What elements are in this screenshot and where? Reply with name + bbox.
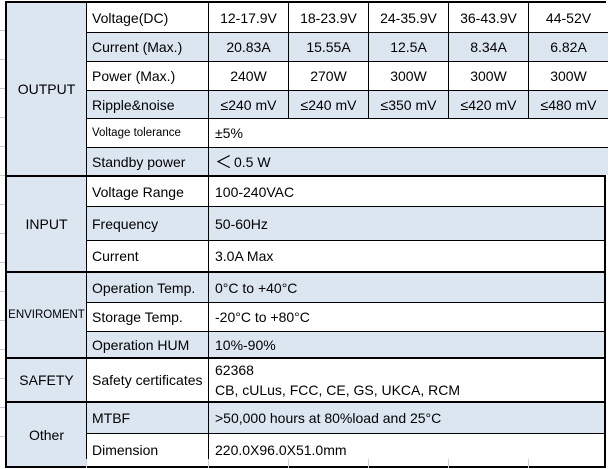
section-output-rows: Voltage(DC) 12-17.9V 18-23.9V 24-35.9V 3… (86, 3, 608, 175)
row-label: Safety certificates (86, 359, 208, 401)
row-label: Ripple&noise (86, 91, 208, 118)
section-header-input: INPUT (7, 177, 86, 271)
section-header-other: Other (7, 403, 86, 466)
value-cell: 240W (208, 62, 288, 90)
table-row-input-current: Current 3.0A Max (86, 240, 604, 271)
less-than-sign: ＜ (215, 153, 232, 172)
row-label: Current (Max.) (86, 33, 208, 61)
value-cell: 12-17.9V (208, 3, 288, 32)
value-cell: 12.5A (368, 33, 448, 61)
value-cell: ≤480 mV (528, 91, 608, 118)
row-label: Voltage(DC) (86, 3, 208, 32)
value-cell: 8.34A (448, 33, 528, 61)
value-cell: ≤240 mV (288, 91, 368, 118)
row-label: Voltage tolerance (86, 119, 208, 147)
table-row-frequency: Frequency 50-60Hz (86, 206, 604, 240)
value-cell: ≤420 mV (448, 91, 528, 118)
row-label: Operation Temp. (86, 273, 208, 302)
table-row-standby-power: Standby power ＜ 0.5 W (86, 147, 608, 175)
row-label: Power (Max.) (86, 62, 208, 90)
spec-table: OUTPUT Voltage(DC) 12-17.9V 18-23.9V 24-… (5, 1, 608, 468)
table-row-voltage-dc: Voltage(DC) 12-17.9V 18-23.9V 24-35.9V 3… (86, 3, 608, 32)
value-cell: 24-35.9V (368, 3, 448, 32)
section-enviroment-rows: Operation Temp. 0°C to +40°C Storage Tem… (86, 273, 604, 357)
section-header-enviroment: ENVIROMENT (7, 273, 86, 357)
row-label: Operation HUM (86, 332, 208, 357)
row-label: Voltage Range (86, 177, 208, 206)
section-safety-rows: Safety certificates 62368 CB, cULus, FCC… (86, 359, 604, 401)
section-other-rows: MTBF >50,000 hours at 80%load and 25°C D… (86, 403, 604, 466)
safety-certificates-line2: CB, cULus, FCC, CE, GS, UKCA, RCM (215, 382, 461, 398)
value-cell-merged: 0°C to +40°C (208, 273, 604, 302)
value-cell: 44-52V (528, 3, 608, 32)
value-cell: 36-43.9V (448, 3, 528, 32)
table-row-operation-temp: Operation Temp. 0°C to +40°C (86, 273, 604, 302)
value-cell: ≤240 mV (208, 91, 288, 118)
section-input: INPUT Voltage Range 100-240VAC Frequency… (7, 175, 604, 271)
table-row-voltage-range: Voltage Range 100-240VAC (86, 177, 604, 206)
section-enviroment: ENVIROMENT Operation Temp. 0°C to +40°C … (7, 271, 604, 357)
table-row-ripple-noise: Ripple&noise ≤240 mV ≤240 mV ≤350 mV ≤42… (86, 90, 608, 118)
value-cell-merged: ＜ 0.5 W (208, 148, 608, 175)
value-cell-merged: 10%-90% (208, 332, 604, 357)
table-row-voltage-tolerance: Voltage tolerance ±5% (86, 118, 608, 147)
row-label: Current (86, 241, 208, 271)
value-cell-merged: 3.0A Max (208, 241, 604, 271)
section-header-output: OUTPUT (7, 3, 86, 175)
table-row-safety-certificates: Safety certificates 62368 CB, cULus, FCC… (86, 359, 604, 401)
value-cell-merged: 62368 CB, cULus, FCC, CE, GS, UKCA, RCM (208, 359, 604, 401)
row-label: Dimension (86, 434, 208, 466)
value-cell-merged: ±5% (208, 119, 608, 147)
row-label: Frequency (86, 207, 208, 240)
safety-certificates-line1: 62368 (215, 362, 254, 378)
value-cell: 300W (528, 62, 608, 90)
value-cell: 300W (368, 62, 448, 90)
section-header-safety: SAFETY (7, 359, 86, 401)
value-cell: 270W (288, 62, 368, 90)
value-cell: 15.55A (288, 33, 368, 61)
value-cell-merged: -20°C to +80°C (208, 303, 604, 331)
section-output: OUTPUT Voltage(DC) 12-17.9V 18-23.9V 24-… (7, 3, 608, 175)
value-cell: ≤350 mV (368, 91, 448, 118)
table-row-power-max: Power (Max.) 240W 270W 300W 300W 300W (86, 61, 608, 90)
table-row-operation-hum: Operation HUM 10%-90% (86, 331, 604, 357)
section-input-rows: Voltage Range 100-240VAC Frequency 50-60… (86, 177, 604, 271)
value-cell: 18-23.9V (288, 3, 368, 32)
table-row-mtbf: MTBF >50,000 hours at 80%load and 25°C (86, 403, 604, 433)
value-cell: 6.82A (528, 33, 608, 61)
section-other: Other MTBF >50,000 hours at 80%load and … (7, 401, 604, 466)
table-row-storage-temp: Storage Temp. -20°C to +80°C (86, 302, 604, 331)
table-row-current-max: Current (Max.) 20.83A 15.55A 12.5A 8.34A… (86, 32, 608, 61)
row-label: MTBF (86, 403, 208, 433)
spreadsheet-column-gridline-stubs (5, 459, 606, 468)
row-label: Storage Temp. (86, 303, 208, 331)
spreadsheet-row-ticks (0, 2, 5, 459)
standby-power-value: 0.5 W (234, 153, 271, 170)
value-cell-merged: >50,000 hours at 80%load and 25°C (208, 403, 604, 433)
value-cell: 20.83A (208, 33, 288, 61)
value-cell: 300W (448, 62, 528, 90)
row-label: Standby power (86, 148, 208, 175)
section-safety: SAFETY Safety certificates 62368 CB, cUL… (7, 357, 604, 401)
value-cell-merged: 50-60Hz (208, 207, 604, 240)
value-cell-merged: 100-240VAC (208, 177, 604, 206)
value-cell-merged: 220.0X96.0X51.0mm (208, 434, 604, 466)
